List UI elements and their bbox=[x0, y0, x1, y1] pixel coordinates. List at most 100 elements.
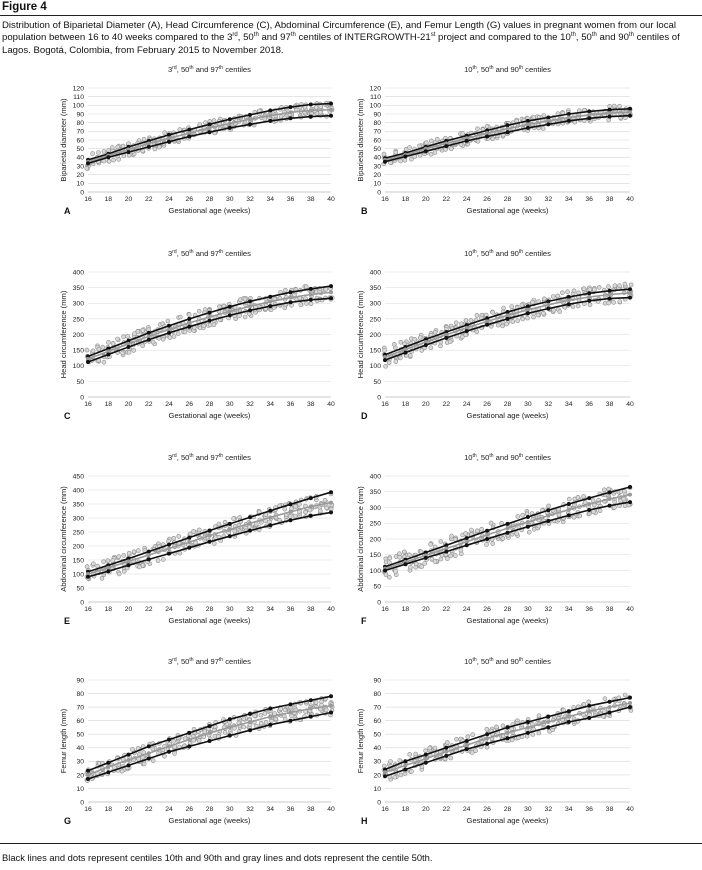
x-tick-label: 28 bbox=[504, 401, 512, 408]
observed-point bbox=[242, 314, 248, 320]
observed-point bbox=[514, 531, 520, 536]
x-axis-label: Gestational age (weeks) bbox=[467, 206, 549, 215]
centile-point-median bbox=[444, 546, 449, 551]
observed-point bbox=[504, 321, 509, 327]
x-tick-label: 16 bbox=[381, 401, 389, 408]
y-axis-label: Abdominal circumference (mm) bbox=[59, 486, 68, 592]
x-tick-label: 16 bbox=[381, 196, 389, 203]
centile-point-lower bbox=[525, 730, 530, 735]
centile-point-median bbox=[106, 764, 111, 769]
observed-point bbox=[140, 328, 146, 333]
observed-point bbox=[386, 574, 392, 580]
observed-point bbox=[509, 737, 515, 743]
centile-point-median bbox=[167, 546, 171, 551]
observed-point bbox=[381, 763, 387, 769]
centile-point-upper bbox=[607, 288, 612, 293]
x-tick-label: 20 bbox=[125, 401, 133, 408]
x-axis-label: Gestational age (weeks) bbox=[169, 616, 251, 625]
observed-point bbox=[597, 508, 603, 514]
centile-point-upper bbox=[308, 496, 313, 501]
centile-point-median bbox=[464, 325, 469, 330]
centile-point-upper bbox=[207, 310, 212, 315]
observed-point bbox=[141, 136, 147, 142]
y-tick-label: 70 bbox=[76, 705, 84, 712]
observed-point bbox=[165, 318, 171, 324]
centile-point-median bbox=[485, 736, 490, 741]
centile-point-median bbox=[546, 720, 551, 724]
chart-panel-A: 3rd, 50th and 97th centiles0102030405060… bbox=[59, 65, 335, 216]
x-tick-label: 28 bbox=[206, 401, 214, 408]
observed-point bbox=[432, 329, 438, 335]
observed-point bbox=[313, 700, 319, 705]
centile-point-upper bbox=[106, 760, 111, 765]
y-tick-label: 50 bbox=[76, 732, 84, 739]
y-tick-label: 50 bbox=[76, 585, 84, 592]
observed-point bbox=[252, 713, 257, 719]
centile-point-lower bbox=[566, 118, 571, 123]
observed-point bbox=[211, 322, 217, 328]
centile-point-upper bbox=[248, 299, 252, 304]
observed-point bbox=[91, 561, 96, 567]
centile-point-median bbox=[308, 108, 313, 113]
x-tick-label: 26 bbox=[483, 606, 491, 613]
centile-point-median bbox=[126, 758, 131, 762]
y-tick-label: 100 bbox=[73, 103, 85, 110]
y-tick-label: 250 bbox=[73, 529, 85, 536]
x-tick-label: 38 bbox=[606, 401, 614, 408]
y-tick-label: 250 bbox=[73, 316, 85, 323]
observed-point bbox=[402, 158, 408, 163]
centile-point-median bbox=[187, 737, 192, 742]
x-tick-label: 36 bbox=[585, 806, 593, 813]
observed-point bbox=[140, 562, 146, 568]
x-tick-label: 22 bbox=[145, 806, 153, 813]
x-tick-label: 24 bbox=[463, 606, 471, 613]
y-tick-label: 30 bbox=[76, 163, 84, 170]
observed-point bbox=[550, 294, 556, 299]
observed-point bbox=[428, 345, 434, 351]
observed-point bbox=[156, 144, 162, 150]
observed-point bbox=[617, 299, 623, 305]
centile-point-lower bbox=[329, 113, 333, 118]
centile-point-median bbox=[288, 509, 293, 514]
observed-point bbox=[488, 520, 494, 526]
x-tick-label: 28 bbox=[206, 606, 214, 613]
y-axis-label: Head circumference (mm) bbox=[59, 290, 68, 378]
y-tick-label: 0 bbox=[80, 394, 84, 401]
x-tick-label: 36 bbox=[287, 606, 295, 613]
centile-point-lower bbox=[444, 549, 449, 554]
chart-panel-B: 10th, 50th and 90th centiles010203040506… bbox=[356, 65, 634, 216]
observed-point bbox=[484, 744, 490, 750]
y-tick-label: 80 bbox=[373, 120, 381, 127]
observed-point bbox=[606, 284, 611, 290]
observed-point bbox=[413, 751, 419, 757]
observed-point bbox=[162, 753, 167, 759]
centile-point-upper bbox=[628, 287, 632, 292]
observed-point bbox=[617, 283, 622, 289]
centile-point-upper bbox=[505, 310, 510, 314]
centile-point-median bbox=[268, 299, 273, 304]
centile-point-upper bbox=[485, 732, 490, 737]
centile-point-lower bbox=[607, 114, 612, 119]
y-tick-label: 150 bbox=[370, 348, 382, 355]
y-axis-label: Femur length (mm) bbox=[356, 708, 365, 773]
x-axis-label: Gestational age (weeks) bbox=[467, 816, 549, 825]
centile-point-median bbox=[546, 302, 551, 307]
observed-point bbox=[101, 359, 107, 365]
observed-point bbox=[161, 557, 166, 562]
centile-point-upper bbox=[146, 744, 151, 749]
y-tick-label: 0 bbox=[80, 799, 84, 806]
y-tick-label: 350 bbox=[73, 501, 85, 508]
x-tick-label: 30 bbox=[524, 606, 532, 613]
centile-point-median bbox=[248, 720, 252, 724]
observed-point bbox=[120, 350, 125, 356]
observed-point bbox=[298, 302, 304, 307]
y-tick-label: 0 bbox=[377, 189, 381, 196]
observed-point bbox=[212, 541, 217, 546]
observed-point bbox=[247, 524, 252, 530]
centile-point-lower bbox=[86, 360, 90, 364]
y-tick-label: 110 bbox=[370, 94, 381, 101]
x-tick-label: 26 bbox=[483, 401, 491, 408]
observed-point bbox=[182, 329, 188, 335]
